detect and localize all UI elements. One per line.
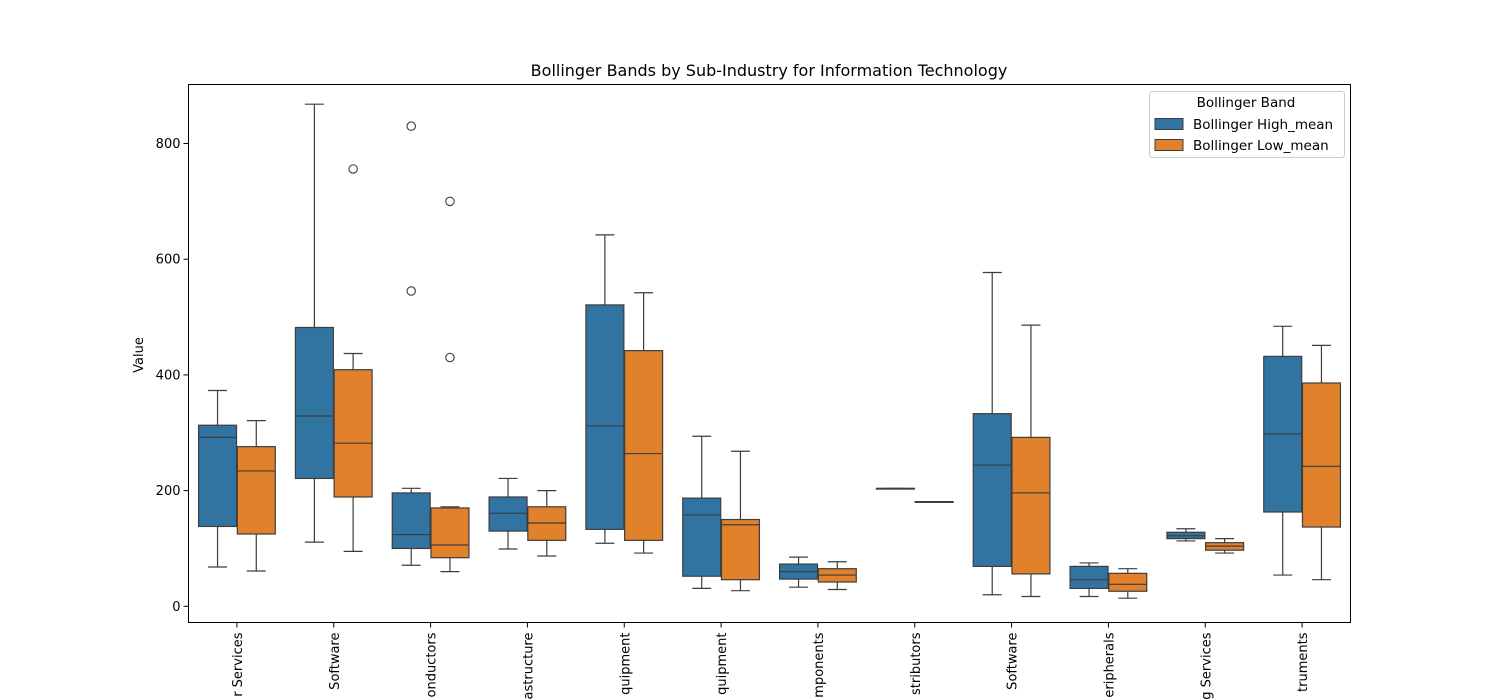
iqr-box [197, 424, 238, 528]
box-high-1 [294, 103, 334, 543]
box-low-10 [1205, 538, 1245, 554]
x-tick-label: Software [1006, 633, 1021, 690]
x-tick-label: eripherals [1102, 632, 1117, 697]
box-low-1 [333, 164, 373, 552]
x-tick-label: astructure [521, 633, 536, 700]
box-low-9 [1108, 568, 1148, 599]
box-high-8 [972, 271, 1012, 596]
box-high-11 [1263, 325, 1303, 576]
x-tick-label: g Services [1199, 632, 1214, 699]
outlier-point [406, 121, 416, 131]
iqr-box [294, 326, 334, 480]
y-axis-label: Value [132, 337, 147, 373]
outlier-point [406, 286, 416, 296]
box-low-6 [817, 561, 857, 591]
outlier-point [445, 196, 455, 207]
box-low-3 [527, 490, 567, 557]
y-tick-label: 400 [156, 368, 181, 383]
boxes-layer [197, 103, 1342, 599]
iqr-box [585, 304, 625, 530]
legend-label: Bollinger Low_mean [1193, 138, 1329, 154]
x-tick-label: quipment [618, 633, 633, 695]
box-high-6 [778, 556, 819, 588]
plot-area-frame [188, 84, 1351, 623]
x-tick-label: onductors [425, 632, 440, 697]
x-tick-label: mponents [812, 632, 827, 697]
x-tick-label: r Services [231, 632, 246, 697]
legend-label: Bollinger High_mean [1193, 117, 1333, 133]
box-high-10 [1166, 528, 1206, 542]
iqr-box [720, 518, 761, 581]
x-tick-label: truments [1296, 632, 1311, 692]
x-axis-ticks: r Services Software onductors astructure qui… [231, 622, 1311, 700]
legend-frame [1149, 91, 1345, 158]
legend: Bollinger Band Bollinger High_mean Bollin… [1149, 91, 1345, 158]
iqr-box [391, 492, 431, 550]
iqr-box [1069, 565, 1109, 589]
box-high-3 [488, 477, 528, 550]
box-low-8 [1011, 324, 1051, 598]
box-low-5 [720, 450, 761, 592]
box-low-4 [624, 292, 664, 554]
y-tick-label: 600 [156, 253, 181, 268]
y-axis-ticks: 0 200 400 600 800 [156, 137, 189, 615]
iqr-box [333, 369, 373, 498]
x-tick-label: stributors [909, 632, 924, 695]
y-tick-label: 800 [156, 137, 181, 152]
box-low-2 [430, 196, 470, 573]
box-high-9 [1069, 562, 1109, 598]
box-low-11 [1301, 344, 1342, 581]
legend-entry-low: Bollinger Low_mean [1154, 138, 1329, 154]
y-tick-label: 200 [156, 484, 181, 499]
iqr-box [1301, 382, 1342, 528]
iqr-box [682, 497, 722, 577]
y-tick-label: 0 [172, 600, 180, 615]
box-high-2 [391, 121, 431, 566]
x-tick-label: Software [328, 633, 343, 690]
legend-swatch [1154, 139, 1184, 151]
legend-title: Bollinger Band [1197, 95, 1296, 111]
legend-entry-high: Bollinger High_mean [1154, 117, 1333, 133]
outlier-point [348, 164, 358, 174]
iqr-box [488, 496, 528, 532]
outlier-point [445, 352, 455, 363]
box-high-0 [197, 389, 238, 568]
iqr-box [624, 350, 664, 541]
iqr-box [1108, 572, 1148, 592]
iqr-box [972, 413, 1012, 567]
legend-swatch [1154, 118, 1184, 130]
iqr-box [236, 446, 276, 535]
box-low-0 [236, 420, 276, 572]
x-tick-label: quipment [715, 633, 730, 695]
iqr-box [1011, 436, 1051, 575]
box-low-7 [914, 500, 954, 503]
box-high-5 [682, 435, 722, 589]
box-high-4 [585, 234, 625, 544]
iqr-box [430, 507, 470, 559]
chart-title: Bollinger Bands by Sub-Industry for Info… [531, 61, 1008, 80]
box-high-7 [875, 487, 915, 490]
